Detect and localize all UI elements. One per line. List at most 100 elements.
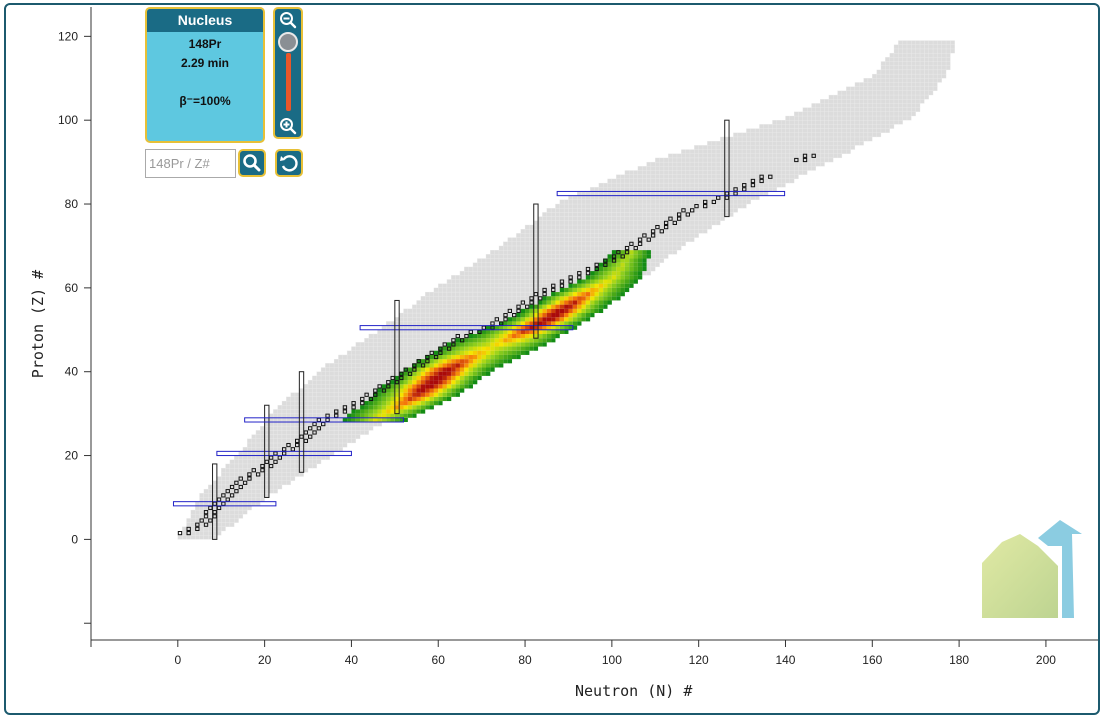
known-nuclide-cell bbox=[763, 124, 769, 129]
fission-yield-cell bbox=[485, 346, 491, 351]
known-nuclide-cell bbox=[889, 90, 895, 96]
known-nuclide-cell bbox=[212, 484, 218, 490]
known-nuclide-cell bbox=[624, 233, 630, 238]
fission-yield-cell bbox=[446, 392, 452, 397]
known-nuclide-cell bbox=[568, 258, 573, 263]
fission-yield-cell bbox=[585, 283, 591, 288]
known-nuclide-cell bbox=[646, 258, 652, 263]
known-nuclide-cell bbox=[472, 262, 478, 268]
fission-yield-cell bbox=[485, 367, 491, 372]
known-nuclide-cell bbox=[637, 208, 643, 213]
fission-yield-cell bbox=[464, 338, 469, 343]
known-nuclide-cell bbox=[212, 530, 218, 536]
known-nuclide-cell bbox=[898, 48, 903, 54]
known-nuclide-cell bbox=[906, 57, 912, 62]
known-nuclide-cell bbox=[464, 266, 469, 272]
fission-yield-cell bbox=[503, 346, 508, 351]
known-nuclide-cell bbox=[563, 262, 569, 268]
known-nuclide-cell bbox=[889, 115, 895, 121]
fission-yield-cell bbox=[551, 292, 556, 297]
known-nuclide-cell bbox=[872, 128, 877, 133]
known-nuclide-cell bbox=[520, 254, 526, 259]
fission-yield-cell bbox=[633, 262, 638, 267]
known-nuclide-cell bbox=[546, 279, 552, 284]
fission-yield-cell bbox=[377, 413, 382, 418]
fission-yield-cell bbox=[407, 405, 413, 410]
known-nuclide-cell bbox=[724, 166, 730, 171]
known-nuclide-cell bbox=[338, 417, 343, 423]
known-nuclide-cell bbox=[776, 178, 782, 184]
known-nuclide-cell bbox=[503, 254, 508, 259]
fission-yield-cell bbox=[568, 292, 573, 297]
known-nuclide-cell bbox=[702, 195, 708, 200]
known-nuclide-cell bbox=[694, 212, 699, 217]
known-nuclide-cell bbox=[316, 400, 322, 406]
search-button[interactable] bbox=[238, 149, 266, 177]
stable-nuclide-cell bbox=[360, 401, 365, 406]
known-nuclide-cell bbox=[850, 120, 856, 125]
nuclide-search-input[interactable] bbox=[145, 149, 236, 178]
known-nuclide-cell bbox=[711, 140, 717, 146]
known-nuclide-cell bbox=[281, 430, 287, 435]
known-nuclide-cell bbox=[555, 224, 560, 230]
fission-yield-cell bbox=[594, 279, 599, 284]
known-nuclide-cell bbox=[720, 136, 725, 142]
known-nuclide-cell bbox=[585, 241, 591, 247]
fission-yield-cell bbox=[629, 279, 634, 284]
known-nuclide-cell bbox=[234, 497, 239, 502]
fission-yield-cell bbox=[451, 350, 456, 355]
known-nuclide-cell bbox=[524, 229, 530, 234]
known-nuclide-cell bbox=[468, 266, 474, 272]
known-nuclide-cell bbox=[260, 480, 265, 486]
zoom-in-icon[interactable] bbox=[279, 117, 297, 135]
fission-yield-cell bbox=[585, 300, 591, 305]
known-nuclide-cell bbox=[880, 94, 886, 100]
known-nuclide-cell bbox=[407, 338, 413, 343]
known-nuclide-cell bbox=[594, 220, 599, 226]
known-nuclide-cell bbox=[689, 233, 695, 238]
known-nuclide-cell bbox=[620, 203, 626, 209]
known-nuclide-cell bbox=[659, 233, 665, 238]
known-nuclide-cell bbox=[833, 120, 838, 125]
known-nuclide-cell bbox=[941, 69, 947, 75]
known-nuclide-cell bbox=[542, 241, 547, 247]
known-nuclide-cell bbox=[594, 208, 599, 213]
known-nuclide-cell bbox=[863, 86, 869, 91]
known-nuclide-cell bbox=[850, 115, 856, 121]
fission-yield-cell bbox=[577, 304, 582, 309]
known-nuclide-cell bbox=[325, 438, 330, 444]
known-nuclide-cell bbox=[763, 174, 769, 180]
fission-yield-cell bbox=[507, 346, 513, 351]
known-nuclide-cell bbox=[629, 199, 634, 205]
zoom-out-icon[interactable] bbox=[279, 11, 297, 29]
known-nuclide-cell bbox=[750, 191, 756, 196]
known-nuclide-cell bbox=[433, 333, 439, 339]
known-nuclide-cell bbox=[594, 191, 599, 196]
known-nuclide-cell bbox=[299, 438, 304, 444]
zoom-slider-handle[interactable] bbox=[278, 32, 298, 52]
known-nuclide-cell bbox=[616, 212, 621, 217]
known-nuclide-cell bbox=[737, 199, 743, 205]
fission-yield-cell bbox=[572, 287, 578, 293]
known-nuclide-cell bbox=[893, 120, 899, 125]
fission-yield-cell bbox=[551, 308, 556, 314]
known-nuclide-cell bbox=[681, 174, 686, 180]
known-nuclide-cell bbox=[338, 413, 343, 418]
known-nuclide-cell bbox=[377, 338, 382, 343]
known-nuclide-cell bbox=[668, 212, 673, 217]
known-nuclide-cell bbox=[911, 52, 916, 58]
fission-yield-cell bbox=[516, 321, 521, 326]
known-nuclide-cell bbox=[303, 388, 309, 393]
reset-view-button[interactable] bbox=[275, 149, 303, 177]
known-nuclide-cell bbox=[429, 308, 435, 314]
known-nuclide-cell bbox=[711, 195, 717, 200]
known-nuclide-cell bbox=[789, 145, 795, 150]
known-nuclide-cell bbox=[919, 40, 925, 45]
known-nuclide-cell bbox=[585, 249, 591, 255]
known-nuclide-cell bbox=[346, 375, 352, 381]
known-nuclide-cell bbox=[724, 178, 730, 184]
fission-yield-cell bbox=[464, 342, 469, 347]
known-nuclide-cell bbox=[299, 455, 304, 460]
zoom-slider-track[interactable] bbox=[286, 53, 291, 111]
